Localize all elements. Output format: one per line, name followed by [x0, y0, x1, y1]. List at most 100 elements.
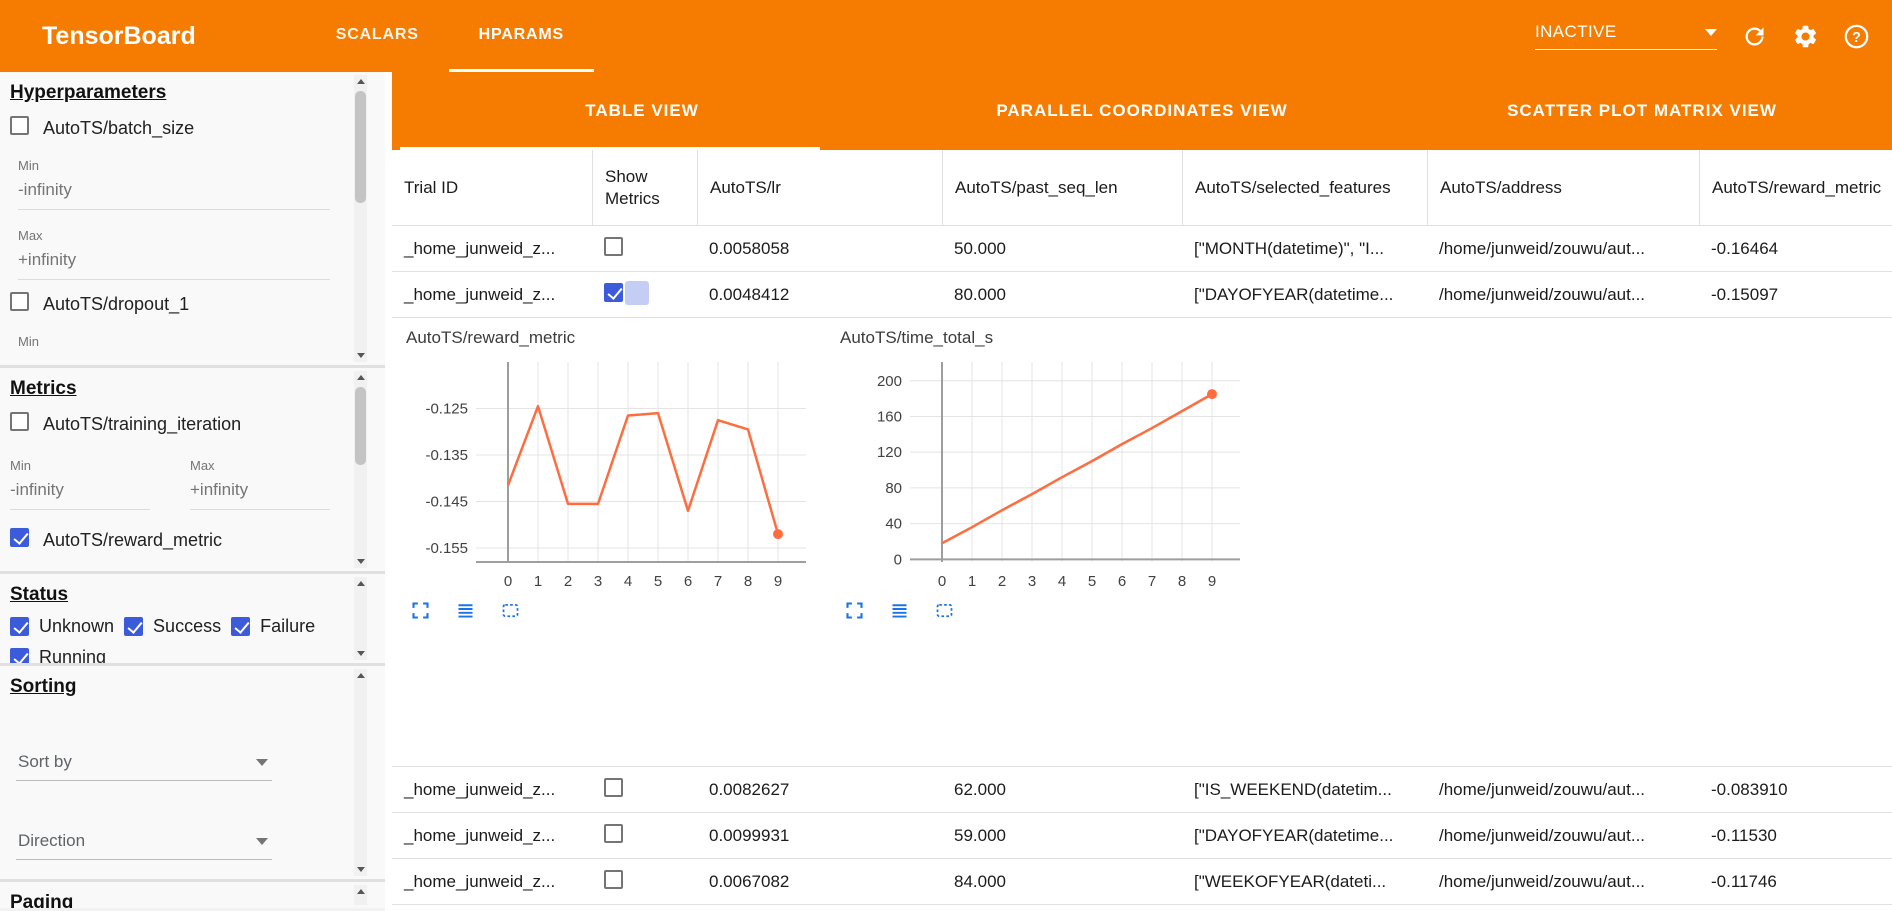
trial-id-cell: _home_junweid_z...: [404, 825, 556, 845]
min-label: Min: [10, 458, 31, 473]
scroll-up-button[interactable]: [354, 75, 367, 88]
settings-icon[interactable]: [1792, 23, 1819, 50]
status-label: Running: [39, 647, 107, 666]
svg-text:40: 40: [885, 516, 902, 533]
status-checkboxes: Unknown Success Failure Running: [10, 616, 350, 666]
status-label: Success: [153, 616, 222, 636]
reward-metric-cell: -0.083910: [1711, 779, 1788, 799]
col-header-trial-id: Trial ID: [404, 177, 459, 197]
dashed-box-icon[interactable]: [500, 600, 521, 621]
show-metrics-checkbox[interactable]: [604, 236, 623, 256]
svg-text:-0.135: -0.135: [425, 447, 468, 464]
training-iteration-checkbox[interactable]: [10, 412, 29, 431]
scroll-up-button[interactable]: [354, 577, 367, 590]
tab-table-view[interactable]: TABLE VIEW: [392, 72, 892, 150]
scrollbar-thumb[interactable]: [355, 91, 366, 203]
past-seq-len-cell: 80.000: [954, 284, 1006, 304]
min-input[interactable]: -infinity: [10, 473, 150, 510]
scroll-up-button[interactable]: [354, 371, 367, 384]
chevron-down-icon: [256, 758, 268, 766]
success-checkbox[interactable]: [124, 617, 144, 636]
paging-heading: Paging: [10, 892, 74, 908]
hparam-label: AutoTS/batch_size: [43, 117, 195, 138]
failure-checkbox[interactable]: [231, 617, 251, 636]
reward-metric-checkbox[interactable]: [10, 528, 29, 547]
expand-icon[interactable]: [410, 600, 431, 621]
col-header-reward-metric: AutoTS/reward_metric: [1699, 150, 1892, 225]
lr-cell: 0.0067082: [709, 871, 790, 891]
section-hyperparameters: Hyperparameters AutoTS/batch_size Min -i…: [0, 72, 385, 368]
status-label: Failure: [260, 616, 316, 636]
min-input[interactable]: -infinity: [18, 173, 330, 210]
lines-icon[interactable]: [455, 600, 476, 621]
sorting-heading: Sorting: [10, 676, 77, 697]
show-metrics-checkbox[interactable]: [604, 282, 623, 302]
svg-text:5: 5: [654, 573, 662, 590]
chart-toolbar: [844, 600, 1258, 621]
svg-text:8: 8: [744, 573, 752, 590]
scrollbar[interactable]: [354, 885, 367, 905]
scrollbar[interactable]: [354, 371, 367, 568]
scroll-down-button[interactable]: [354, 349, 367, 362]
reload-status-value: INACTIVE: [1535, 22, 1617, 41]
direction-value: Direction: [18, 831, 86, 850]
expand-icon[interactable]: [844, 600, 865, 621]
address-cell: /home/junweid/zouwu/aut...: [1439, 284, 1646, 304]
reward-metric-cell: -0.16464: [1711, 238, 1779, 258]
lines-icon[interactable]: [889, 600, 910, 621]
dashed-box-icon[interactable]: [934, 600, 955, 621]
scroll-up-button[interactable]: [354, 885, 367, 898]
batch-size-checkbox[interactable]: [10, 116, 29, 135]
chart-title: AutoTS/time_total_s: [840, 328, 994, 347]
running-checkbox[interactable]: [10, 648, 29, 663]
direction-select[interactable]: Direction: [16, 825, 272, 860]
selected-features-cell: ["WEEKOFYEAR(dateti...: [1194, 871, 1387, 891]
reload-status-dropdown[interactable]: INACTIVE: [1535, 22, 1717, 50]
tab-hparams[interactable]: HPARAMS: [448, 0, 594, 72]
tab-parallel-coordinates-view[interactable]: PARALLEL COORDINATES VIEW: [996, 101, 1288, 120]
dropout-1-checkbox[interactable]: [10, 292, 29, 311]
section-status: Status Unknown Success Failure Running: [0, 574, 385, 666]
past-seq-len-cell: 62.000: [954, 779, 1006, 799]
scroll-up-button[interactable]: [354, 669, 367, 682]
tab-scatter-plot-matrix-view[interactable]: SCATTER PLOT MATRIX VIEW: [1507, 101, 1777, 120]
metric-label: AutoTS/reward_metric: [43, 529, 223, 550]
svg-text:-0.125: -0.125: [425, 401, 468, 418]
svg-text:80: 80: [885, 480, 902, 497]
scroll-down-button[interactable]: [354, 647, 367, 660]
help-icon[interactable]: ?: [1843, 23, 1870, 50]
scroll-down-button[interactable]: [354, 555, 367, 568]
col-header-selected-features: AutoTS/selected_features: [1182, 150, 1427, 225]
reward-metric-line-chart[interactable]: -0.125 -0.135 -0.145 -0.155 0 1 2 3 4 5 6 7 8 9: [404, 350, 824, 594]
lr-cell: 0.0082627: [709, 779, 790, 799]
sort-by-select[interactable]: Sort by: [16, 746, 272, 781]
max-input[interactable]: +infinity: [18, 243, 330, 280]
scrollbar[interactable]: [354, 669, 367, 876]
metric-item-reward-metric: AutoTS/reward_metric: [10, 528, 373, 552]
tab-scalars[interactable]: SCALARS: [335, 25, 419, 43]
scrollbar[interactable]: [354, 75, 367, 362]
refresh-icon[interactable]: [1741, 23, 1768, 50]
scrollbar-thumb[interactable]: [355, 387, 366, 465]
svg-text:2: 2: [998, 573, 1006, 590]
scroll-down-button[interactable]: [354, 863, 367, 876]
chart-card-time-total: AutoTS/time_total_s 0 40 80 120 160 200 0 1 2 3 4 5…: [838, 326, 1258, 766]
section-paging: Paging: [0, 882, 385, 908]
show-metrics-checkbox[interactable]: [604, 869, 623, 889]
show-metrics-checkbox[interactable]: [604, 823, 623, 843]
view-tabs: TABLE VIEW PARALLEL COORDINATES VIEW SCA…: [392, 72, 1892, 150]
hparam-item-dropout-1: AutoTS/dropout_1: [10, 292, 373, 316]
svg-text:5: 5: [1088, 573, 1096, 590]
max-input[interactable]: +infinity: [190, 473, 330, 510]
svg-text:?: ?: [1852, 30, 1861, 46]
scrollbar[interactable]: [354, 577, 367, 660]
chart-title: AutoTS/reward_metric: [406, 328, 576, 347]
time-total-line-chart[interactable]: 0 40 80 120 160 200 0 1 2 3 4 5 6 7 8 9: [838, 350, 1258, 594]
table-row: _home_junweid_z... 0.0058058 50.000 ["MO…: [392, 226, 1892, 272]
svg-text:200: 200: [877, 373, 902, 390]
unknown-checkbox[interactable]: [10, 617, 29, 636]
triangle-up-icon: [356, 581, 365, 586]
show-metrics-checkbox[interactable]: [604, 777, 623, 797]
selected-features-cell: ["DAYOFYEAR(datetime...: [1194, 284, 1394, 304]
svg-text:6: 6: [1118, 573, 1126, 590]
